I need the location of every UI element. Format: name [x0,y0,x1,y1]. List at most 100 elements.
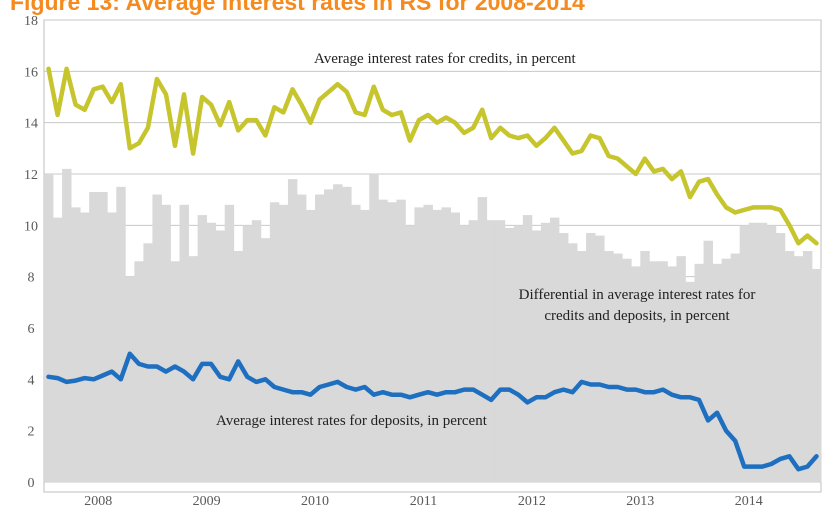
differential-bar [179,204,189,483]
credits-line [46,66,819,246]
differential-bar [432,209,442,482]
differential-bar [531,230,542,482]
differential-bar [477,197,488,482]
differential-bar [586,233,596,482]
differential-bar [577,251,587,482]
differential-bar [649,261,659,482]
y-tick-label: 0 [28,476,35,491]
deposits-annotation: Average interest rates for deposits, in … [216,413,488,429]
differential-bar [793,256,804,482]
x-tick-label: 2010 [301,494,329,509]
differential-bar [486,220,497,482]
differential-bar [269,202,280,482]
y-axis: 0 2 4 6 8 10 12 14 16 18 [24,14,38,491]
differential-bar [107,212,117,482]
differential-bar [62,168,72,482]
differential-bars [44,168,822,483]
differential-bar [215,230,226,482]
differential-bar [667,266,677,482]
differential-bar [766,225,777,483]
differential-bar [324,189,334,482]
differential-bar [98,191,108,482]
differential-bar [459,225,470,483]
differential-annotation-line2: credits and deposits, in percent [544,308,730,324]
differential-bar [224,204,235,483]
x-tick-label: 2012 [518,494,546,509]
differential-bar [369,174,379,482]
differential-bar [360,209,370,482]
differential-bar [450,212,461,482]
differential-bar [685,281,695,482]
y-tick-label: 12 [24,168,38,183]
differential-bar [441,207,451,482]
differential-bar [152,194,162,483]
differential-bar [134,261,144,482]
y-tick-label: 16 [24,65,38,80]
differential-bar [251,220,262,482]
differential-annotation-line1: Differential in average interest rates f… [519,287,756,303]
differential-bar [206,222,217,482]
differential-bar [342,186,352,483]
differential-bar [414,207,424,482]
x-tick-label: 2013 [626,494,654,509]
differential-bar [676,256,686,482]
differential-bar [296,194,307,483]
y-tick-label: 2 [28,425,35,440]
differential-bar [513,225,524,483]
differential-bar [558,233,569,482]
chart-title: Figure 13: Average interest rates in RS … [10,0,585,15]
differential-bar [568,243,578,482]
differential-bar [333,184,343,482]
x-tick-label: 2011 [410,494,437,509]
differential-bar [197,215,208,483]
differential-bar [811,268,822,482]
differential-bar [80,212,90,482]
differential-bar [89,191,99,482]
y-tick-label: 4 [28,373,35,388]
differential-bar [802,251,813,482]
differential-bar [116,186,126,483]
differential-bar [387,202,397,482]
differential-bar [396,199,406,482]
x-tick-label: 2014 [735,494,763,509]
differential-bar [188,256,198,482]
differential-bar [748,222,759,482]
differential-bar [540,222,551,482]
differential-bar [775,233,786,482]
differential-bar [721,258,732,482]
differential-bar [125,276,135,482]
differential-bar [287,179,298,482]
differential-bar [549,217,560,482]
differential-bar [161,204,171,483]
y-tick-label: 8 [28,271,35,286]
differential-bar [703,240,713,482]
differential-bar [784,251,795,482]
differential-bar [604,251,614,482]
differential-bar [504,227,515,482]
y-tick-label: 14 [24,117,38,132]
differential-bar [613,253,623,482]
differential-bar [278,204,289,483]
differential-bar [495,220,506,482]
differential-bar [242,225,253,483]
x-tick-label: 2008 [84,494,112,509]
differential-bar [595,235,605,482]
y-tick-label: 10 [24,219,38,234]
differential-bar [53,217,63,482]
differential-bar [405,225,415,483]
differential-bar [143,243,153,482]
credits-annotation: Average interest rates for credits, in p… [314,51,577,67]
differential-bar [757,222,768,482]
differential-bar [739,225,750,483]
differential-bar [522,215,533,483]
differential-bar [351,204,361,483]
x-axis: 2008 2009 2010 2011 2012 2013 2014 [84,494,763,509]
differential-bar [423,204,433,483]
y-tick-label: 18 [24,14,38,29]
differential-bar [260,238,271,482]
differential-bar [233,251,244,482]
differential-bar [44,174,54,482]
differential-bar [378,199,388,482]
differential-bar [622,258,632,482]
